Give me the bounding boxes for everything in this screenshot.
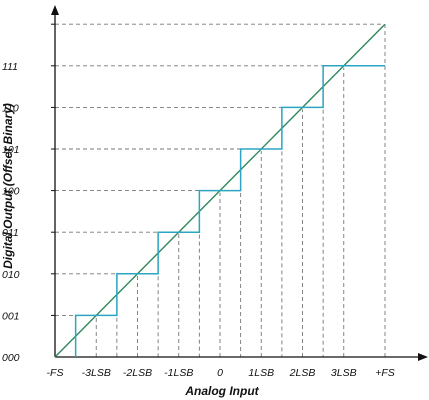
x-tick-label: 2LSB: [289, 367, 316, 379]
y-tick-label: 011: [2, 227, 19, 239]
y-axis-arrow-icon: [51, 5, 59, 15]
tick-labels: 000 001 010 011 100 101 110 111 -FS -3LSB -2LSB -1L…: [2, 61, 395, 379]
y-tick-label: 000: [2, 352, 20, 364]
axes: [51, 5, 428, 361]
y-axis-label: Digital Output (Offset Binary): [1, 103, 15, 269]
x-tick-label: -3LSB: [82, 367, 111, 379]
x-tick-label: 1LSB: [248, 367, 274, 379]
y-tick-label: 001: [2, 310, 20, 322]
y-tick-label: 111: [2, 61, 18, 73]
staircase-transfer-curve: [74, 65, 385, 357]
x-axis-label: Analog Input: [184, 384, 259, 398]
staircase-path: [74, 65, 385, 357]
y-tick-label: 100: [2, 186, 20, 198]
y-tick-label: 010: [2, 269, 20, 281]
x-tick-label: -FS: [47, 367, 64, 379]
x-tick-label: -1LSB: [164, 367, 193, 379]
x-tick-label: 0: [217, 367, 223, 379]
y-tick-label: 110: [2, 102, 19, 114]
x-tick-label: -2LSB: [123, 367, 152, 379]
y-tick-label: 101: [2, 144, 20, 156]
x-tick-label: 3LSB: [331, 367, 357, 379]
x-tick-label: +FS: [375, 367, 395, 379]
guide-lines: [55, 23, 386, 357]
x-axis-arrow-icon: [418, 353, 428, 361]
